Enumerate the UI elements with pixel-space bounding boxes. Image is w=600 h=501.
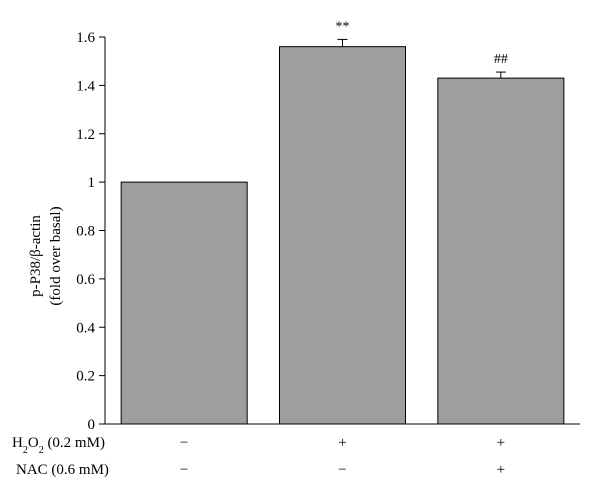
y-ticks-group: 0 0.2 0.4 0.6 0.8 1 1.2 1.4 1.6 (76, 30, 105, 433)
y-tick-label: 1.2 (76, 127, 95, 143)
y-tick-label: 0.4 (76, 320, 95, 336)
treatment-mark: + (497, 435, 505, 451)
error-bars-group (337, 38, 506, 79)
treatment-rows-group: H2O2 (0.2 mM) NAC (0.6 mM) (12, 435, 109, 478)
treatment-mark: − (338, 462, 346, 478)
bars-group (120, 46, 565, 425)
treatment-mark: − (180, 435, 188, 451)
bar (437, 77, 565, 425)
y-tick-label: 1.6 (76, 30, 95, 46)
y-tick-label: 0.2 (76, 369, 95, 385)
treatment-mark: + (497, 462, 505, 478)
y-axis-label-line2: (fold over basal) (48, 206, 64, 305)
y-tick-label: 0.6 (76, 272, 95, 288)
treatment-label-nac: NAC (0.6 mM) (16, 462, 109, 478)
significance-mark: ** (336, 19, 350, 34)
bar (279, 46, 406, 425)
y-tick-label: 0 (88, 417, 96, 433)
treatment-label-h2o2: H2O2 (0.2 mM) (12, 435, 105, 456)
y-axis-label-line1: p-P38/β-actin (28, 215, 44, 297)
y-tick-label: 1.4 (76, 78, 95, 94)
treatment-mark: − (180, 462, 188, 478)
y-tick-label: 1 (88, 175, 96, 191)
treatment-mark: + (338, 435, 346, 451)
y-tick-label: 0.8 (76, 224, 95, 240)
significance-mark: ## (494, 52, 508, 67)
bar (120, 181, 248, 425)
treatment-marks-group: − − + − + + (180, 435, 505, 478)
significance-marks-group: ** ## (336, 19, 508, 67)
